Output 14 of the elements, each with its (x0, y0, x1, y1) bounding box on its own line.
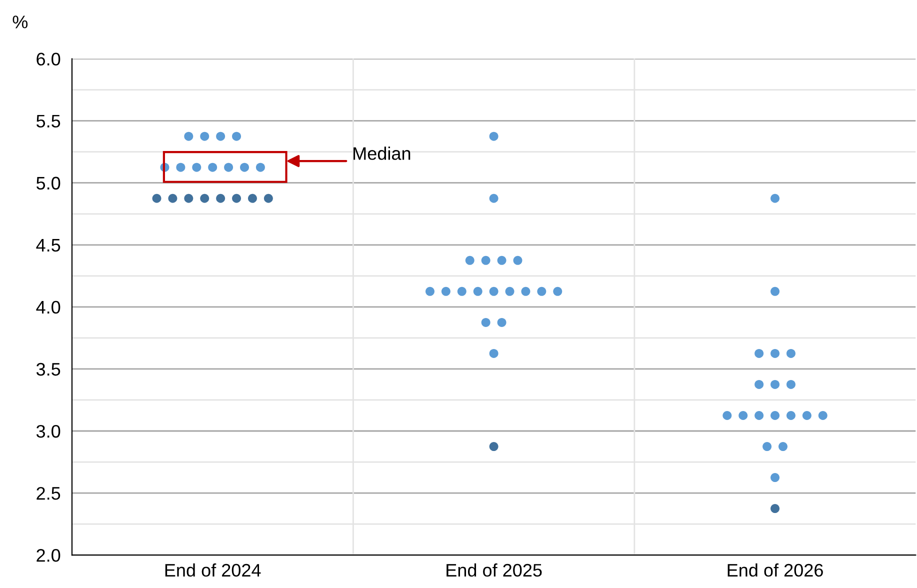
y-tick-label: 4.0 (36, 300, 60, 314)
y-tick-label: 2.0 (36, 549, 60, 562)
y-tick-label: 3.0 (36, 424, 60, 438)
x-tick-label: End of 2026 (728, 563, 823, 577)
y-tick-label: 6.0 (36, 52, 60, 66)
x-tick-label: End of 2024 (165, 563, 261, 577)
y-tick-label: 5.0 (36, 176, 60, 190)
y-tick-label: 4.5 (36, 239, 60, 252)
y-tick-label: 3.5 (36, 362, 60, 376)
y-tick-label: 5.5 (36, 114, 60, 128)
y-axis-title: % (12, 16, 28, 28)
x-tick-label: End of 2025 (446, 563, 542, 577)
annotation: Median (354, 146, 410, 160)
y-tick-label: 2.5 (36, 486, 60, 500)
